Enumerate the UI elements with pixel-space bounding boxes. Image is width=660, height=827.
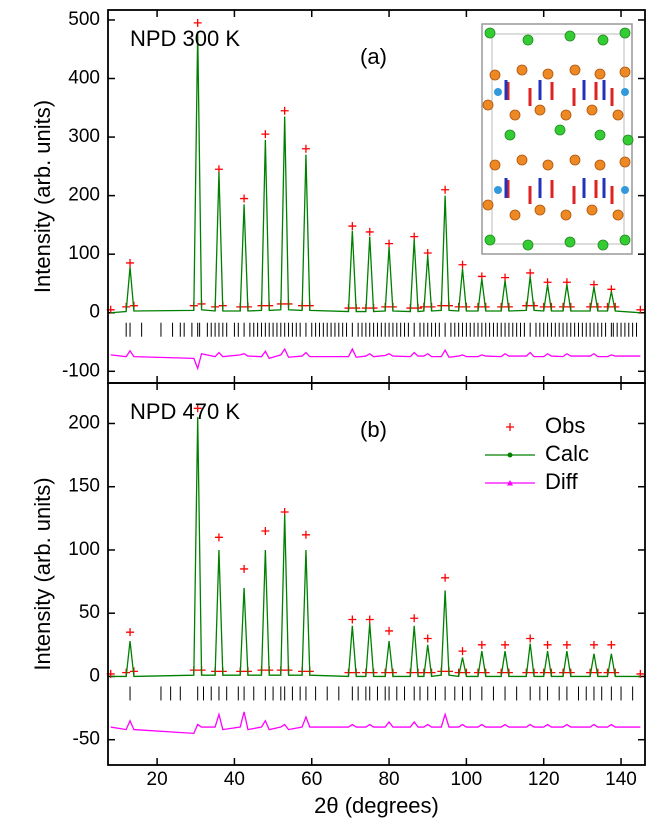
legend-marker: [507, 480, 513, 486]
panel-label: (b): [360, 417, 387, 442]
y-tick-label: -100: [62, 360, 100, 381]
y-tick-label: 0: [89, 665, 100, 686]
legend-marker: [506, 423, 514, 431]
obs-marker: [385, 626, 394, 635]
series-line: [110, 417, 641, 678]
x-tick-label: 120: [528, 769, 560, 790]
obs-marker: [562, 640, 571, 649]
plot: -100 0 100 200 300 400 500 NPD 300 K (a) Intensit…: [30, 9, 646, 384]
obs-marker: [458, 647, 467, 656]
obs-marker: [240, 564, 249, 573]
legend-label: Obs: [545, 413, 585, 438]
y-tick-label: 500: [68, 9, 100, 30]
y-tick-label: 200: [68, 412, 100, 433]
x-tick-label: 80: [378, 769, 399, 790]
y-tick-label: 200: [68, 185, 100, 206]
obs-marker: [193, 404, 202, 413]
obs-marker: [193, 18, 202, 27]
x-tick-label: 140: [605, 769, 637, 790]
obs-marker: [348, 615, 357, 624]
obs-marker: [240, 194, 249, 203]
series-line: [110, 31, 641, 314]
annotation: NPD 300 K: [130, 26, 240, 51]
y-tick-label: 100: [68, 539, 100, 560]
y-axis-title: Intensity (arb. units): [30, 100, 55, 293]
plot-frame: [107, 382, 646, 766]
x-tick-label: 100: [451, 769, 483, 790]
obs-marker: [301, 144, 310, 153]
obs-marker: [385, 239, 394, 248]
obs-marker: [501, 273, 510, 282]
y-tick-label: 0: [89, 302, 100, 323]
y-tick-label: 300: [68, 126, 100, 147]
series-line: [110, 347, 641, 371]
obs-marker: [589, 640, 598, 649]
obs-marker: [477, 640, 486, 649]
x-axis-title: 2θ (degrees): [314, 793, 439, 818]
obs-marker: [214, 165, 223, 174]
y-tick-label: 100: [68, 243, 100, 264]
obs-marker: [526, 268, 535, 277]
obs-marker: [126, 258, 135, 267]
obs-marker: [365, 227, 374, 236]
obs-marker: [410, 232, 419, 241]
obs-marker: [365, 615, 374, 624]
plot: -50 0 50 100 150 200 20 40 60 80 100 120 140 NPD 470 …: [30, 382, 646, 818]
y-tick-label: 50: [79, 602, 100, 623]
annotation: NPD 470 K: [130, 399, 240, 424]
obs-marker: [126, 628, 135, 637]
obs-marker: [280, 106, 289, 115]
legend-marker: [507, 452, 513, 458]
y-axis-title: Intensity (arb. units): [30, 477, 55, 670]
obs-marker: [348, 222, 357, 231]
obs-marker: [441, 185, 450, 194]
obs-marker: [261, 130, 270, 139]
obs-marker: [636, 669, 645, 678]
obs-marker: [261, 526, 270, 535]
obs-marker: [301, 530, 310, 539]
panel-label: (a): [360, 44, 387, 69]
obs-marker: [526, 634, 535, 643]
obs-marker: [607, 640, 616, 649]
obs-marker: [423, 634, 432, 643]
obs-marker: [543, 640, 552, 649]
obs-marker: [458, 260, 467, 269]
crystal-inset: [481, 23, 634, 255]
y-tick-label: -50: [73, 729, 100, 750]
x-tick-label: 60: [301, 769, 322, 790]
legend-label: Diff: [545, 469, 578, 494]
y-tick-label: 150: [68, 476, 100, 497]
obs-marker: [214, 533, 223, 542]
x-tick-label: 20: [147, 769, 168, 790]
obs-marker: [410, 614, 419, 623]
series-line: [110, 711, 641, 735]
obs-marker: [441, 573, 450, 582]
x-tick-label: 40: [224, 769, 245, 790]
y-tick-label: 400: [68, 68, 100, 89]
obs-marker: [501, 640, 510, 649]
legend-label: Calc: [545, 441, 589, 466]
